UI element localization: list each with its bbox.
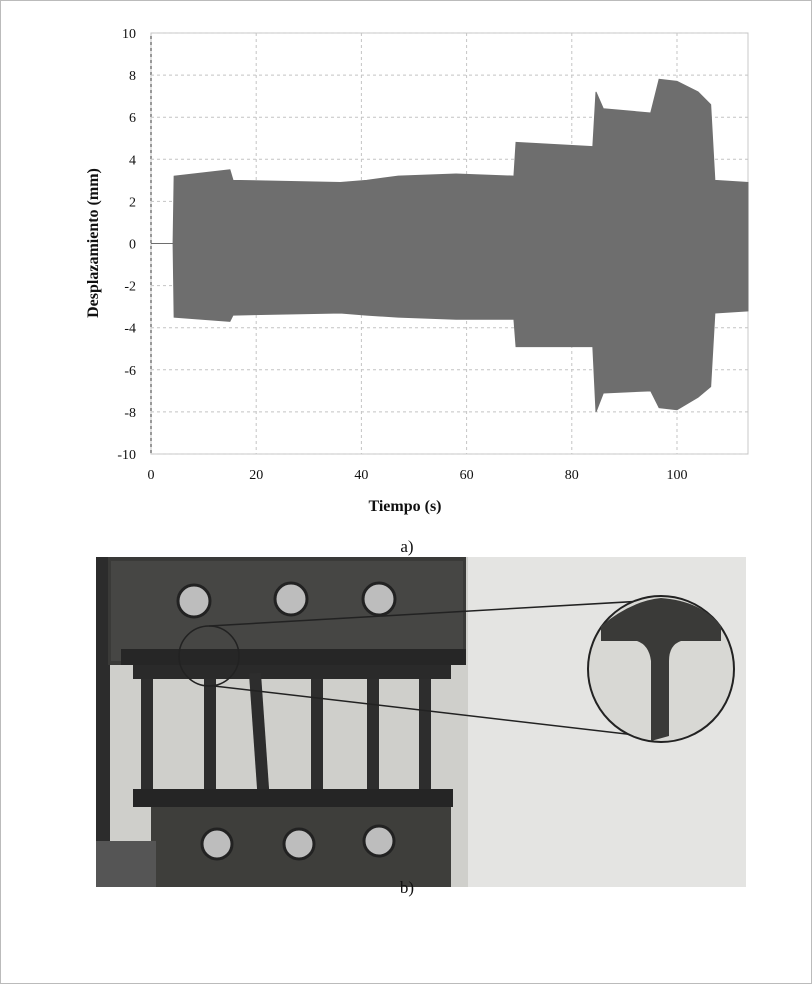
- y-tick-label: 4: [129, 153, 136, 168]
- x-tick-label: 20: [249, 468, 263, 483]
- y-tick-label: 2: [129, 195, 136, 210]
- y-tick-label: 8: [129, 69, 136, 84]
- y-axis-title: Desplazamiento (mm): [85, 168, 102, 318]
- x-tick-label: 40: [354, 468, 368, 483]
- x-tick-label: 60: [460, 468, 474, 483]
- y-tick-label: 6: [129, 111, 136, 126]
- x-tick-label: 100: [666, 468, 687, 483]
- y-tick-label: 0: [129, 238, 136, 253]
- signal-envelope: [151, 79, 748, 412]
- x-axis-title: Tiempo (s): [368, 498, 441, 515]
- y-tick-label: -2: [124, 280, 136, 295]
- caption: b): [400, 878, 414, 897]
- y-tick-label: -6: [124, 364, 136, 379]
- x-tick-label: 0: [148, 468, 155, 483]
- figure: Tiempo (s) Desplazamiento (mm) a) -10 -8 -…: [1, 1, 811, 983]
- page: Tiempo (s) Desplazamiento (mm) a) -10 -8 -…: [0, 0, 812, 984]
- caption: a): [400, 537, 413, 556]
- photo: [96, 557, 746, 887]
- y-tick-label: -8: [124, 406, 136, 421]
- y-tick-label: -10: [117, 448, 136, 463]
- y-tick-label: -4: [124, 322, 136, 337]
- y-tick-label: 10: [122, 27, 136, 42]
- x-tick-label: 80: [565, 468, 579, 483]
